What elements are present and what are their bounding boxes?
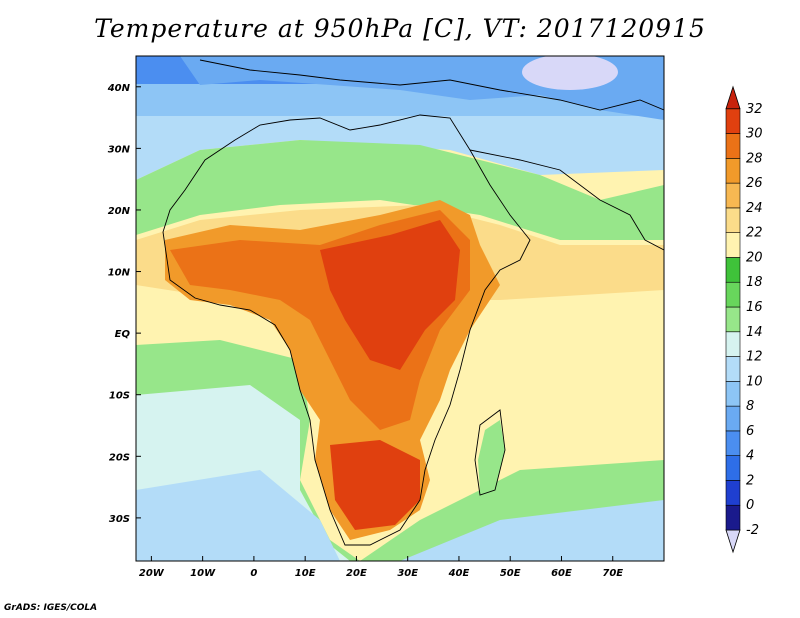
map-title: Temperature at 950hPa [C], VT: 201712091…: [94, 14, 706, 43]
colorbar-swatch: [725, 158, 741, 184]
colorbar-label: 14: [746, 325, 763, 340]
field-central-africa-hottest: [320, 220, 460, 370]
colorbar-label: 6: [746, 424, 754, 439]
lon-tick-label: 0: [250, 568, 257, 579]
field-sahara-green: [136, 140, 664, 240]
colorbar-top-triangle: [725, 85, 741, 110]
africa-coastline: [162, 114, 531, 546]
colorbar-label: 10: [746, 374, 763, 389]
colorbar-swatch: [725, 331, 741, 357]
colorbar-label: 8: [746, 399, 754, 414]
lon-tick-label: 10E: [295, 568, 316, 579]
lon-tick-label: 50E: [500, 568, 521, 579]
lat-tick-label: 10S: [109, 391, 130, 402]
lat-tick-label: 30S: [109, 514, 130, 525]
lat-tick-label: EQ: [115, 329, 131, 340]
field-north-africa-cool: [136, 116, 664, 180]
lat-tick-label: 20S: [109, 452, 130, 463]
field-south-indian-cool: [400, 500, 664, 561]
lon-tick-label: 20W: [139, 568, 165, 579]
colorbar-swatch: [725, 133, 741, 159]
plot-frame: [135, 55, 665, 562]
colorbar-swatch: [725, 430, 741, 456]
coastlines: [162, 59, 664, 546]
colorbar-label: 24: [746, 201, 763, 216]
temperature-field: [136, 56, 664, 561]
grads-credit: GrADS: IGES/COLA: [4, 603, 98, 613]
colorbar-swatch: [725, 281, 741, 308]
longitude-axis: 20W 10W 0 10E 20E 30E 40E 50E 60E 70E: [139, 556, 623, 579]
colorbar-label: 16: [746, 300, 763, 315]
colorbar-swatch: [725, 405, 741, 432]
colorbar-swatch: [725, 306, 741, 333]
colorbar-label: 0: [746, 498, 754, 513]
field-south-atlantic-blue: [136, 470, 340, 561]
lat-tick-label: 30N: [108, 144, 131, 155]
colorbar-swatch: [725, 257, 741, 283]
colorbar-swatch: [725, 504, 741, 531]
colorbar-swatch: [725, 356, 741, 382]
colorbar-swatch: [725, 108, 741, 134]
lon-tick-label: 30E: [397, 568, 418, 579]
colorbar-label: 20: [746, 250, 763, 265]
lat-tick-label: 20N: [108, 206, 131, 217]
colorbar-label: 4: [746, 449, 754, 464]
madagascar-coastline: [474, 409, 506, 496]
colorbar-swatch: [725, 232, 741, 258]
arabia-coastline: [469, 149, 664, 251]
lat-tick-label: 10N: [108, 268, 131, 279]
colorbar-label: 2: [746, 473, 754, 488]
colorbar-label: 28: [746, 151, 763, 166]
colorbar-swatch: [725, 182, 741, 209]
field-madagascar: [478, 420, 505, 490]
colorbar-below-triangle: [725, 529, 741, 554]
colorbar-label: 22: [746, 226, 763, 241]
colorbar-label: 30: [746, 127, 763, 142]
lat-tick-label: 40N: [107, 83, 131, 94]
field-caucasus-cold: [522, 56, 618, 90]
colorbar-swatch: [725, 480, 741, 506]
field-southern-africa-hot: [330, 440, 420, 530]
lon-tick-label: 10W: [190, 568, 216, 579]
colorbar-label: 32: [746, 102, 763, 117]
colorbar-swatch: [725, 207, 741, 233]
lon-tick-label: 60E: [551, 568, 572, 579]
lon-tick-label: 70E: [602, 568, 623, 579]
colorbar-swatch: [725, 381, 741, 407]
colorbar-label: -2: [746, 523, 759, 538]
europe-coastline: [199, 59, 664, 111]
colorbar-swatch: [725, 455, 741, 481]
colorbar-label: 12: [746, 350, 763, 365]
lon-tick-label: 20E: [346, 568, 367, 579]
colorbar-label: 18: [746, 275, 763, 290]
colorbar-label: 26: [746, 176, 763, 191]
lon-tick-label: 40E: [448, 568, 470, 579]
latitude-axis: 40N 30N 20N 10N EQ 10S 20S 30S: [107, 83, 141, 525]
